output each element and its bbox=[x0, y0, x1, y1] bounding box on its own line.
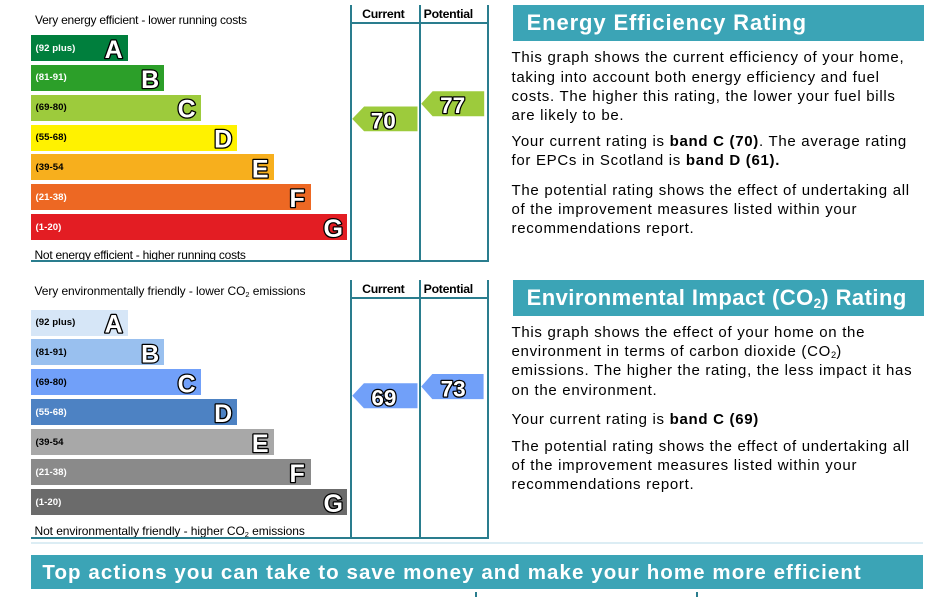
svg-text:69: 69 bbox=[371, 386, 396, 411]
svg-text:A: A bbox=[105, 36, 123, 64]
svg-text:E: E bbox=[252, 430, 269, 458]
svg-text:D: D bbox=[214, 400, 232, 428]
svg-text:C: C bbox=[178, 370, 196, 398]
svg-text:D: D bbox=[214, 126, 232, 154]
svg-text:C: C bbox=[178, 96, 196, 124]
svg-text:77: 77 bbox=[440, 93, 465, 118]
svg-text:A: A bbox=[105, 311, 123, 339]
svg-text:G: G bbox=[323, 490, 342, 518]
svg-text:73: 73 bbox=[441, 377, 466, 402]
svg-text:G: G bbox=[323, 215, 342, 243]
svg-text:F: F bbox=[290, 460, 305, 488]
svg-text:F: F bbox=[290, 185, 305, 213]
svg-text:E: E bbox=[252, 155, 269, 183]
svg-text:B: B bbox=[141, 66, 159, 94]
svg-text:70: 70 bbox=[371, 108, 396, 133]
svg-text:B: B bbox=[141, 340, 159, 368]
